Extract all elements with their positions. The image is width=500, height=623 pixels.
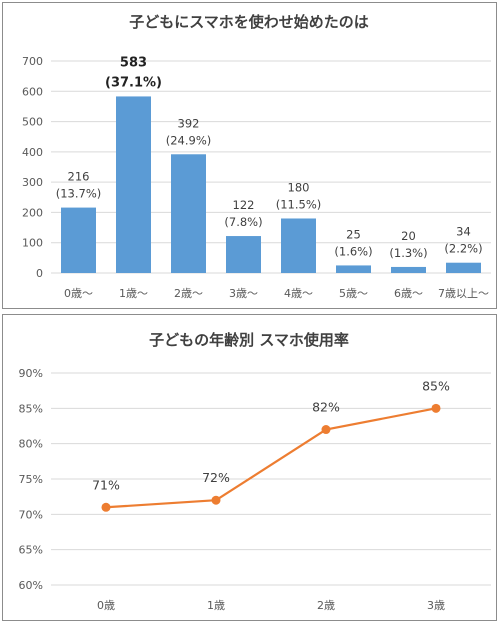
y-tick-label: 400 <box>22 146 43 159</box>
y-tick-label: 90% <box>19 367 43 380</box>
chart-title: 子どもの年齢別 スマホ使用率 <box>149 331 349 349</box>
x-tick-label: 2歳 <box>317 599 335 612</box>
point-value-label: 71% <box>92 477 120 492</box>
bar <box>116 96 151 273</box>
line-chart-panel: 子どもの年齢別 スマホ使用率 60% 65% 70% 75% 80% 85% 90% 71% 0歳… <box>2 314 497 621</box>
series-line <box>105 407 437 509</box>
y-tick-label: 500 <box>22 116 43 129</box>
x-tick-label: 0歳～ <box>64 287 93 300</box>
x-tick-label: 0歳 <box>97 599 115 612</box>
chart-title: 子どもにスマホを使わせ始めたのは <box>129 13 369 31</box>
y-tick-label: 65% <box>19 544 43 557</box>
bar <box>281 218 316 273</box>
bar <box>391 266 426 273</box>
y-tick-label: 600 <box>22 85 43 98</box>
data-point <box>211 495 221 505</box>
point-value-label: 72% <box>202 470 230 485</box>
y-tick-label: 700 <box>22 55 43 68</box>
bar-value-label: 392 <box>178 116 200 130</box>
x-tick-label: 1歳 <box>207 599 225 612</box>
data-point <box>321 425 331 435</box>
y-tick-label: 200 <box>22 206 43 219</box>
bar-chart-panel: 子どもにスマホを使わせ始めたのは 0 100 200 300 400 500 600 700 21… <box>2 2 497 309</box>
bar-percent-label: (7.8%) <box>224 215 262 229</box>
y-tick-label: 300 <box>22 176 43 189</box>
x-tick-label: 5歳～ <box>339 287 368 300</box>
bar <box>446 262 481 273</box>
y-tick-label: 80% <box>19 438 43 451</box>
y-tick-label: 75% <box>19 473 43 486</box>
bar <box>336 265 371 273</box>
bar-percent-label: (37.1%) <box>105 75 162 90</box>
y-tick-label: 60% <box>19 579 43 592</box>
bar <box>226 236 261 273</box>
bar-percent-label: (11.5%) <box>276 197 322 211</box>
bar-percent-label: (1.3%) <box>389 246 427 260</box>
bar-value-label: 20 <box>401 229 416 243</box>
x-tick-label: 3歳～ <box>229 287 258 300</box>
data-point <box>431 403 441 413</box>
bar-value-label: 122 <box>233 198 255 212</box>
bar-value-label: 34 <box>456 225 471 239</box>
point-value-label: 85% <box>422 378 450 393</box>
bar-value-label: 25 <box>346 227 361 241</box>
x-tick-label: 1歳～ <box>119 287 148 300</box>
y-tick-label: 70% <box>19 508 43 521</box>
y-tick-label: 0 <box>36 267 43 280</box>
bar-percent-label: (2.2%) <box>444 242 482 256</box>
y-tick-label: 85% <box>19 402 43 415</box>
x-tick-label: 6歳～ <box>394 287 423 300</box>
bar <box>61 207 96 273</box>
line-chart: 子どもの年齢別 スマホ使用率 60% 65% 70% 75% 80% 85% 90% 71% 0歳… <box>19 331 491 612</box>
x-tick-label: 2歳～ <box>174 287 203 300</box>
data-point <box>101 502 111 512</box>
bar-value-label: 583 <box>120 55 147 70</box>
bar-percent-label: (24.9%) <box>166 133 212 147</box>
x-tick-label: 4歳～ <box>284 287 313 300</box>
bar-value-label: 180 <box>288 180 310 194</box>
x-tick-label: 7歳以上～ <box>438 287 489 300</box>
bar <box>171 154 206 273</box>
point-value-label: 82% <box>312 400 340 415</box>
bar-value-label: 216 <box>68 170 90 184</box>
bar-chart: 子どもにスマホを使わせ始めたのは 0 100 200 300 400 500 600 700 21… <box>22 13 491 300</box>
x-tick-label: 3歳 <box>427 599 445 612</box>
y-tick-label: 100 <box>22 237 43 250</box>
bar-percent-label: (1.6%) <box>334 244 372 258</box>
bar-percent-label: (13.7%) <box>56 187 102 201</box>
